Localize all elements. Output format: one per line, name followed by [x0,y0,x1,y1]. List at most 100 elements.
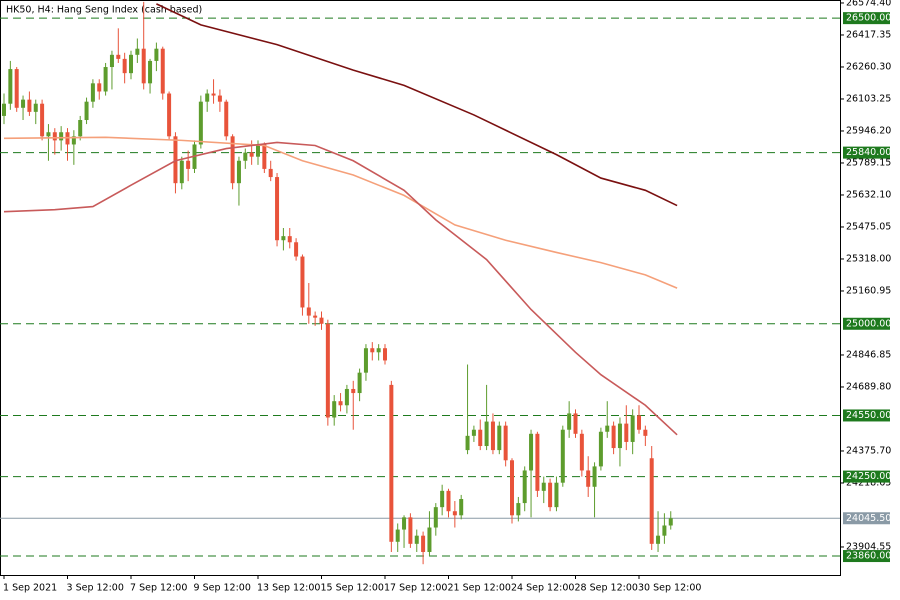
candle-body [217,95,222,102]
candle-body [52,132,57,141]
candle-body [408,517,413,544]
candle-body [548,482,553,508]
x-tick-label: 13 Sep 12:00 [257,583,320,594]
level-label: 23860.00 [846,551,891,562]
x-tick-label: 7 Sep 12:00 [130,583,187,594]
y-tick-label: 26103.25 [846,93,891,104]
candle-body [630,415,635,442]
candle-body [389,384,394,542]
candle-body [186,160,191,169]
y-tick-label: 24218.65 [846,477,891,488]
level-label: 25000.00 [846,318,891,329]
candle-body [478,429,483,447]
candle-body [637,415,641,430]
candle-body [617,423,622,449]
candle-body [109,54,114,68]
y-tick-label: 25632.10 [846,189,891,200]
candle-body [8,69,13,104]
candle-body [452,511,457,516]
candle-body [313,315,318,318]
candle-body [2,103,6,116]
candle-body [243,152,248,161]
candle-body [510,460,514,516]
y-tick-label: 25789.15 [846,157,891,168]
candle-body [414,535,419,544]
level-label: 26500.00 [846,13,891,24]
moving-average-line [156,3,678,207]
x-tick-label: 30 Sep 12:00 [638,583,701,594]
candle-body [319,317,324,324]
candle-body [357,372,362,394]
candle-body [205,93,210,102]
candle-body [135,48,140,55]
candle-body [427,527,432,552]
candle-body [471,429,476,436]
candle-body [14,69,19,108]
chart-title: HK50, H4: Hang Seng Index (cash based) [6,5,202,16]
candle-body [370,348,375,353]
candle-body [122,58,127,74]
candle-body [154,48,159,61]
candle-body [567,413,572,430]
candle-body [103,67,108,92]
candle-body [516,503,521,516]
candle-body [148,60,153,84]
candle-body [281,236,286,241]
candle-body [224,101,229,137]
candle-body [459,498,464,516]
candle-body [579,433,584,471]
candle-body [198,101,203,145]
candle-body [503,425,508,461]
level-label-box [843,470,890,483]
candle-body [363,348,368,373]
x-tick-label: 9 Sep 12:00 [194,583,251,594]
candle-body [160,48,165,94]
x-tick-label: 15 Sep 12:00 [321,583,384,594]
candle-body [262,144,267,169]
candle-body [643,429,648,436]
level-label-box [843,317,890,330]
level-label-box [843,409,890,422]
candle-body [656,535,661,544]
y-tick-label: 25946.20 [846,125,891,136]
y-tick-label: 24689.80 [846,381,891,392]
candle-body [275,177,280,241]
candle-body [256,144,260,157]
candle-body [611,425,616,449]
level-label-box [843,12,890,25]
candle-body [230,136,235,184]
level-label: 24550.00 [846,410,891,421]
candle-body [236,160,241,184]
candle-body [338,401,343,406]
y-tick-label: 24846.85 [846,349,891,360]
candle-body [586,470,591,487]
candle-body [490,421,495,451]
candle-body [649,458,654,544]
moving-average-line [3,141,678,436]
candle-body [97,83,102,92]
y-tick-label: 26260.30 [846,61,891,72]
candle-body [167,93,172,137]
candle-body [27,99,32,112]
candle-body [484,421,489,447]
candle-body [541,482,546,491]
candle-body [440,490,445,508]
candle-body [116,54,121,59]
moving-average-line [3,136,678,289]
candle-body [351,388,356,394]
candle-body [402,517,407,530]
candle-body [668,518,673,526]
last-price-box [843,512,890,525]
candle-body [306,307,311,316]
x-tick-label: 24 Sep 12:00 [511,583,574,594]
candle-body [433,507,438,528]
y-tick-label: 25475.05 [846,221,891,232]
candle-body [592,466,597,487]
level-label-box [843,146,890,159]
x-tick-label: 17 Sep 12:00 [384,583,447,594]
last-price-label: 24045.50 [846,513,891,524]
candle-body [59,132,64,141]
y-tick-label: 24375.70 [846,445,891,456]
candle-body [560,429,565,483]
x-tick-label: 1 Sep 2021 [3,583,57,594]
